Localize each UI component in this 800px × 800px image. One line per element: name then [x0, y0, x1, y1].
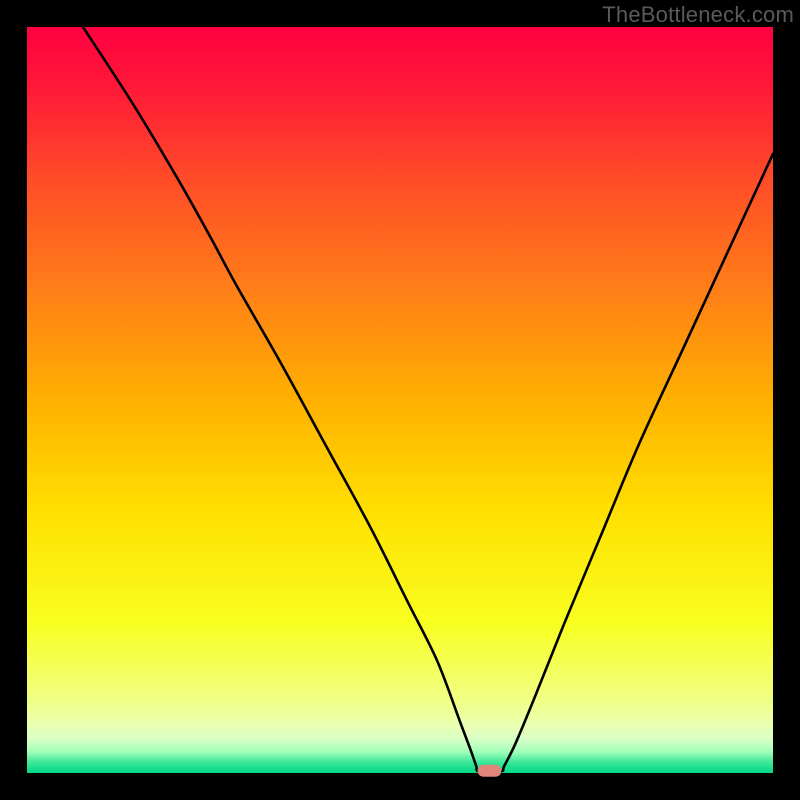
plot-background	[27, 27, 773, 773]
bottleneck-chart	[0, 0, 800, 800]
optimum-marker	[478, 765, 502, 777]
chart-container: TheBottleneck.com	[0, 0, 800, 800]
watermark-text: TheBottleneck.com	[602, 2, 794, 28]
